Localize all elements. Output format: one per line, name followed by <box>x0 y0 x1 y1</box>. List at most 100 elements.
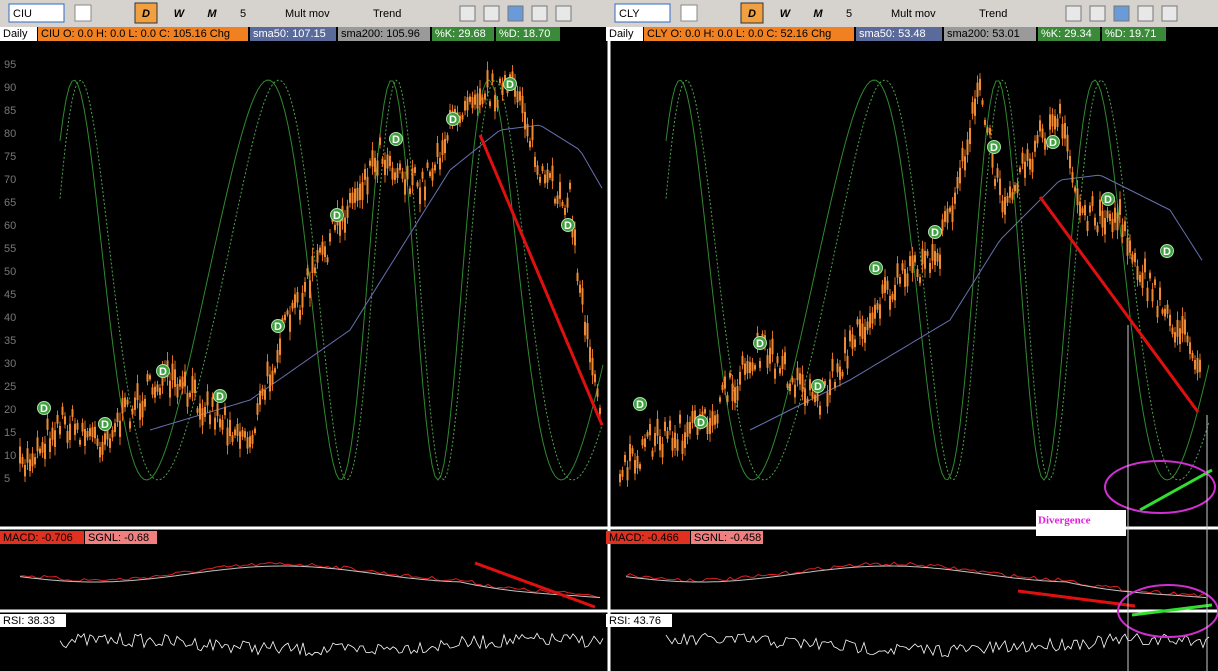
candle-body <box>536 165 539 175</box>
period[interactable]: 5 <box>240 8 246 20</box>
period[interactable]: 5 <box>846 8 852 20</box>
candle-body <box>1076 188 1079 206</box>
candle-body <box>939 254 941 269</box>
y-tick-label: 55 <box>4 243 16 255</box>
tool-icon[interactable] <box>1113 5 1130 22</box>
candle-body <box>136 383 139 401</box>
info-box <box>944 27 1036 41</box>
candle-body <box>841 371 844 377</box>
candle-body <box>411 168 414 186</box>
overlay-select[interactable]: Mult mov <box>285 8 330 20</box>
tool-icon[interactable] <box>555 5 572 22</box>
candle-body <box>419 187 421 205</box>
timeframe-button[interactable]: M <box>207 8 217 20</box>
info-text: Daily <box>609 28 634 40</box>
candle-body <box>31 453 34 467</box>
candle-body <box>911 255 914 273</box>
icon-button[interactable] <box>680 4 698 22</box>
study-select[interactable]: Trend <box>979 8 1007 20</box>
candle-body <box>561 201 564 206</box>
candle-body <box>434 164 436 171</box>
candle-body <box>594 374 596 383</box>
candle-body <box>886 280 889 290</box>
tool-icon[interactable] <box>1161 5 1178 22</box>
candle-body <box>481 97 484 105</box>
candle-body <box>339 220 341 236</box>
signal-label: SGNL: -0.68 <box>88 532 149 544</box>
tool-icon[interactable] <box>459 5 476 22</box>
candle-body <box>664 421 666 432</box>
symbol-input[interactable] <box>614 3 671 23</box>
tool-icon[interactable] <box>507 5 524 22</box>
candle-body <box>459 115 461 124</box>
dividend-marker <box>98 417 112 431</box>
timeframe-button[interactable]: W <box>174 8 186 20</box>
candle-body <box>276 349 279 363</box>
candle-body <box>589 346 591 363</box>
candle-body <box>679 414 681 424</box>
candle-body <box>56 414 59 424</box>
candle-body <box>169 380 171 398</box>
candle-body <box>624 455 626 463</box>
candle-body <box>69 423 71 441</box>
candle-body <box>929 262 931 273</box>
icon-button[interactable] <box>74 4 92 22</box>
candle-body <box>834 382 836 388</box>
candle-body <box>424 186 426 201</box>
info-box <box>250 27 336 41</box>
candle-body <box>299 309 301 320</box>
tool-icon[interactable] <box>1065 5 1082 22</box>
candle-body <box>119 420 121 437</box>
candle-body <box>156 384 159 392</box>
timeframe-button[interactable]: M <box>813 8 823 20</box>
divergence-line <box>1131 603 1213 617</box>
dividend-marker <box>1101 192 1115 206</box>
dividend-label: D <box>636 399 644 411</box>
candle-body <box>269 374 271 392</box>
candle-body <box>321 241 324 255</box>
candle-body <box>1194 360 1196 370</box>
candle-body <box>1139 274 1141 283</box>
candle-body <box>839 366 841 380</box>
dividend-label: D <box>872 263 880 275</box>
candle-body <box>464 100 466 111</box>
tool-icon[interactable] <box>483 5 500 22</box>
candle-body <box>211 397 214 407</box>
dividend-marker <box>1046 135 1060 149</box>
candle-body <box>254 428 256 434</box>
symbol-input[interactable] <box>8 3 65 23</box>
candle-body <box>1094 217 1096 226</box>
candle-body <box>711 411 714 426</box>
candle-body <box>49 438 51 453</box>
tool-icon[interactable] <box>1137 5 1154 22</box>
candle-body <box>769 347 771 364</box>
candle-body <box>906 273 909 287</box>
study-select[interactable]: Trend <box>373 8 401 20</box>
info-box <box>1102 27 1166 41</box>
candle-body <box>1061 123 1064 139</box>
candle-body <box>374 157 376 173</box>
overlay-select[interactable]: Mult mov <box>891 8 936 20</box>
candle-body <box>631 448 634 454</box>
candle-body <box>1196 357 1199 373</box>
candle-body <box>71 409 74 417</box>
y-tick-label: 80 <box>4 128 16 140</box>
tool-icon[interactable] <box>531 5 548 22</box>
y-tick-label: 30 <box>4 358 16 370</box>
timeframe-button[interactable]: D <box>748 8 756 20</box>
candle-body <box>261 388 264 396</box>
candle-body <box>134 397 136 410</box>
timeframe-button[interactable]: D <box>142 8 150 20</box>
timeframe-button[interactable]: W <box>780 8 792 20</box>
candle-body <box>76 423 79 430</box>
info-text: sma50: 107.15 <box>253 28 326 40</box>
candle-body <box>576 272 579 282</box>
candle-body <box>174 369 176 387</box>
candle-body <box>304 281 306 292</box>
candle-body <box>549 173 551 178</box>
candle-body <box>936 252 939 262</box>
y-tick-label: 20 <box>4 404 16 416</box>
candle-body <box>259 390 261 405</box>
tool-icon[interactable] <box>1089 5 1106 22</box>
candle-body <box>479 88 481 106</box>
